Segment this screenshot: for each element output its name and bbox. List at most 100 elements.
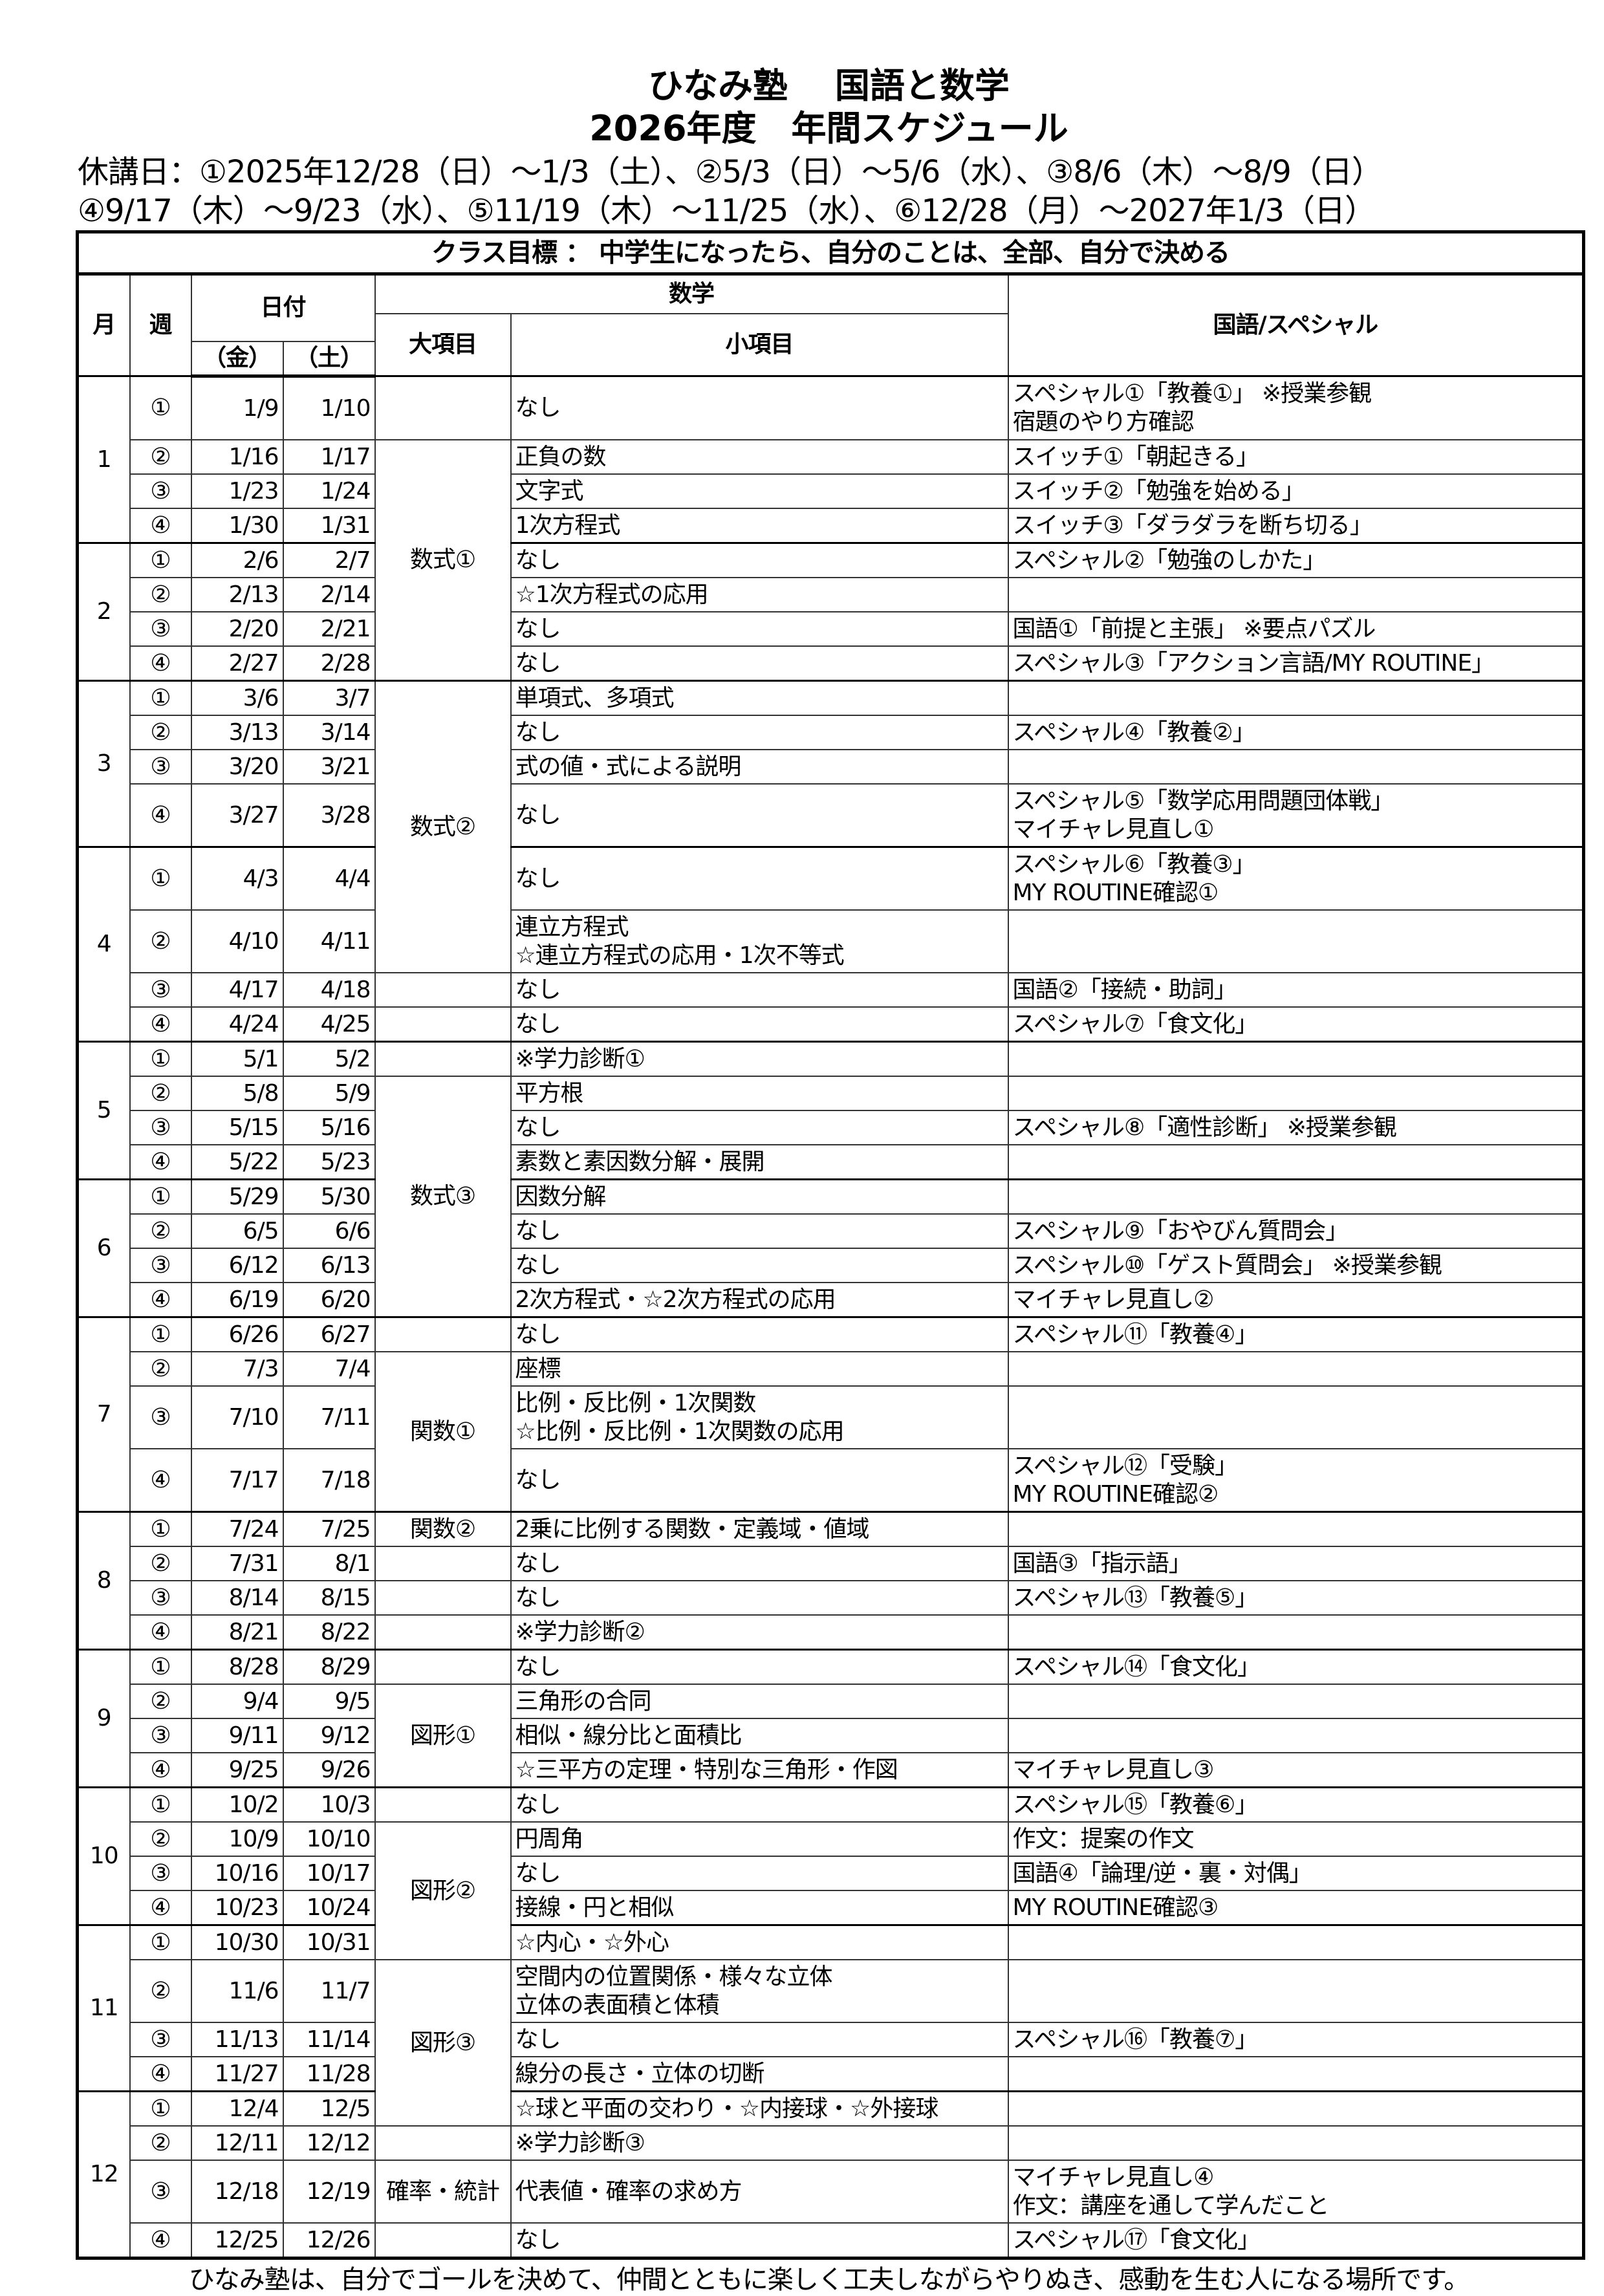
saturday-date: 9/12 — [282, 1718, 376, 1753]
friday-date: 6/12 — [190, 1248, 284, 1283]
major-topic: 数式① — [374, 439, 512, 682]
minor-topic: なし — [510, 2022, 1009, 2057]
minor-topic: 三角形の合同 — [510, 1684, 1009, 1719]
minor-topic: なし — [510, 1649, 1009, 1685]
kokugo-special: スペシャル⑭「食文化」 — [1007, 1649, 1585, 1685]
saturday-date: 10/3 — [282, 1786, 376, 1823]
kokugo-special: スペシャル⑯「教養⑦」 — [1007, 2022, 1585, 2057]
kokugo-special: スペシャル⑬「教養⑤」 — [1007, 1580, 1585, 1616]
table-row: 9 ① 8/28 8/29 なし スペシャル⑭「食文化」 — [76, 1649, 1585, 1788]
table-row: ② 7/3 7/4 関数① 座標 — [78, 1351, 1585, 1513]
table-row: ② 4/10 4/11 連立方程式 ☆連立方程式の応用・1次不等式 — [78, 909, 1585, 973]
table-row: 6 ① 5/29 5/30 因数分解 — [76, 1178, 1585, 1318]
week-cell: ② — [129, 909, 192, 973]
friday-date: 1/30 — [190, 508, 284, 544]
table-row: ② 2/13 2/14 ☆1次方程式の応用 — [78, 577, 1585, 612]
minor-topic: なし — [510, 783, 1009, 848]
saturday-date: 12/5 — [282, 2090, 376, 2127]
kokugo-special: スペシャル③「アクション言語/MY ROUTINE」 — [1007, 645, 1585, 682]
col-kokugo: 国語/スペシャル — [1007, 273, 1585, 377]
table-row: ③ 7/10 7/11 比例・反比例・1次関数 ☆比例・反比例・1次関数の応用 — [78, 1385, 1585, 1449]
week-cell: ① — [129, 1041, 192, 1077]
major-topic — [374, 1614, 512, 1651]
week-cell: ③ — [129, 473, 192, 509]
saturday-date: 6/27 — [282, 1316, 376, 1352]
col-major: 大項目 — [374, 312, 512, 377]
minor-topic: 空間内の位置関係・様々な立体 立体の表面積と体積 — [510, 1959, 1009, 2023]
kokugo-special: 国語①「前提と主張」 ※要点パズル — [1007, 611, 1585, 647]
week-cell: ② — [129, 1546, 192, 1581]
saturday-date: 5/9 — [282, 1076, 376, 1111]
friday-date: 11/13 — [190, 2022, 284, 2057]
week-cell: ③ — [129, 611, 192, 647]
saturday-date: 7/18 — [282, 1448, 376, 1513]
week-cell: ④ — [129, 645, 192, 682]
friday-date: 6/26 — [190, 1316, 284, 1352]
kokugo-special: スペシャル⑫「受験」 MY ROUTINE確認② — [1007, 1448, 1585, 1513]
saturday-date: 1/31 — [282, 508, 376, 544]
table-row: ④ 3/27 3/28 なし スペシャル⑤「数学応用問題団体戦」 マイチャレ見直し① — [78, 783, 1585, 848]
week-cell: ③ — [129, 749, 192, 785]
kokugo-special: 国語②「接続・助詞」 — [1007, 972, 1585, 1008]
kokugo-special: スペシャル⑤「数学応用問題団体戦」 マイチャレ見直し① — [1007, 783, 1585, 848]
kokugo-special: 国語④「論理/逆・裏・対偶」 — [1007, 1856, 1585, 1891]
saturday-date: 3/14 — [282, 715, 376, 750]
saturday-date: 4/4 — [282, 846, 376, 911]
major-topic: 図形② — [374, 1821, 512, 1960]
kokugo-special: スペシャル⑰「食文化」 — [1007, 2222, 1585, 2259]
schedule-title: 2026年度 年間スケジュール — [589, 108, 1068, 149]
minor-topic: 文字式 — [510, 473, 1009, 509]
friday-date: 4/24 — [190, 1006, 284, 1043]
minor-topic: ※学力診断① — [510, 1041, 1009, 1077]
saturday-date: 1/24 — [282, 473, 376, 509]
minor-topic: なし — [510, 375, 1009, 440]
month-cell: 12 — [76, 2090, 131, 2259]
month-cell: 8 — [76, 1511, 131, 1651]
week-cell: ③ — [129, 972, 192, 1008]
minor-topic: 式の値・式による説明 — [510, 749, 1009, 785]
table-row: ③ 5/15 5/16 なし スペシャル⑧「適性診断」 ※授業参観 — [78, 1110, 1585, 1145]
major-topic — [374, 1041, 512, 1077]
minor-topic: ☆内心・☆外心 — [510, 1924, 1009, 1960]
friday-date: 3/27 — [190, 783, 284, 848]
saturday-date: 10/31 — [282, 1924, 376, 1960]
table-row: ③ 9/11 9/12 相似・線分比と面積比 — [78, 1718, 1585, 1753]
kokugo-special — [1007, 1614, 1585, 1651]
friday-date: 1/23 — [190, 473, 284, 509]
week-cell: ④ — [129, 508, 192, 544]
week-cell: ① — [129, 1786, 192, 1823]
month-cell: 3 — [76, 680, 131, 848]
major-topic: 図形③ — [374, 1959, 512, 2127]
major-topic: 関数② — [374, 1511, 512, 1547]
kokugo-special: スペシャル④「教養②」 — [1007, 715, 1585, 750]
table-row: ② 10/9 10/10 図形② 円周角 作文：提案の作文 — [78, 1821, 1585, 1960]
col-month: 月 — [76, 273, 131, 377]
table-row: ③ 4/17 4/18 なし 国語②「接続・助詞」 — [78, 972, 1585, 1008]
minor-topic: 2次方程式・☆2次方程式の応用 — [510, 1282, 1009, 1318]
saturday-date: 8/15 — [282, 1580, 376, 1616]
minor-topic: なし — [510, 972, 1009, 1008]
saturday-date: 6/20 — [282, 1282, 376, 1318]
week-cell: ① — [129, 1924, 192, 1960]
friday-date: 9/25 — [190, 1752, 284, 1788]
friday-date: 6/5 — [190, 1213, 284, 1249]
friday-date: 2/13 — [190, 577, 284, 612]
friday-date: 11/6 — [190, 1959, 284, 2023]
saturday-date: 4/25 — [282, 1006, 376, 1043]
major-topic — [374, 2125, 512, 2161]
kokugo-special — [1007, 2056, 1585, 2092]
holidays-line-1: 休講日：①2025年12/28（日）～1/3（土）、②5/3（日）～5/6（水）… — [78, 154, 1383, 190]
minor-topic: 円周角 — [510, 1821, 1009, 1857]
kokugo-special: スペシャル⑪「教養④」 — [1007, 1316, 1585, 1352]
table-row: ③ 3/20 3/21 式の値・式による説明 — [78, 749, 1585, 785]
kokugo-special: スペシャル⑥「教養③」 MY ROUTINE確認① — [1007, 846, 1585, 911]
minor-topic: なし — [510, 1856, 1009, 1891]
friday-date: 7/3 — [190, 1351, 284, 1387]
saturday-date: 8/22 — [282, 1614, 376, 1651]
major-topic: 確率・統計 — [374, 2160, 512, 2224]
schedule-table: クラス目標 ： 中学生になったら、自分のことは、全部、自分で決める 月 週 日付… — [76, 230, 1586, 2260]
friday-date: 4/17 — [190, 972, 284, 1008]
kokugo-special: スペシャル⑮「教養⑥」 — [1007, 1786, 1585, 1823]
kokugo-special: スペシャル①「教養①」 ※授業参観 宿題のやり方確認 — [1007, 375, 1585, 440]
major-topic: 図形① — [374, 1684, 512, 1788]
